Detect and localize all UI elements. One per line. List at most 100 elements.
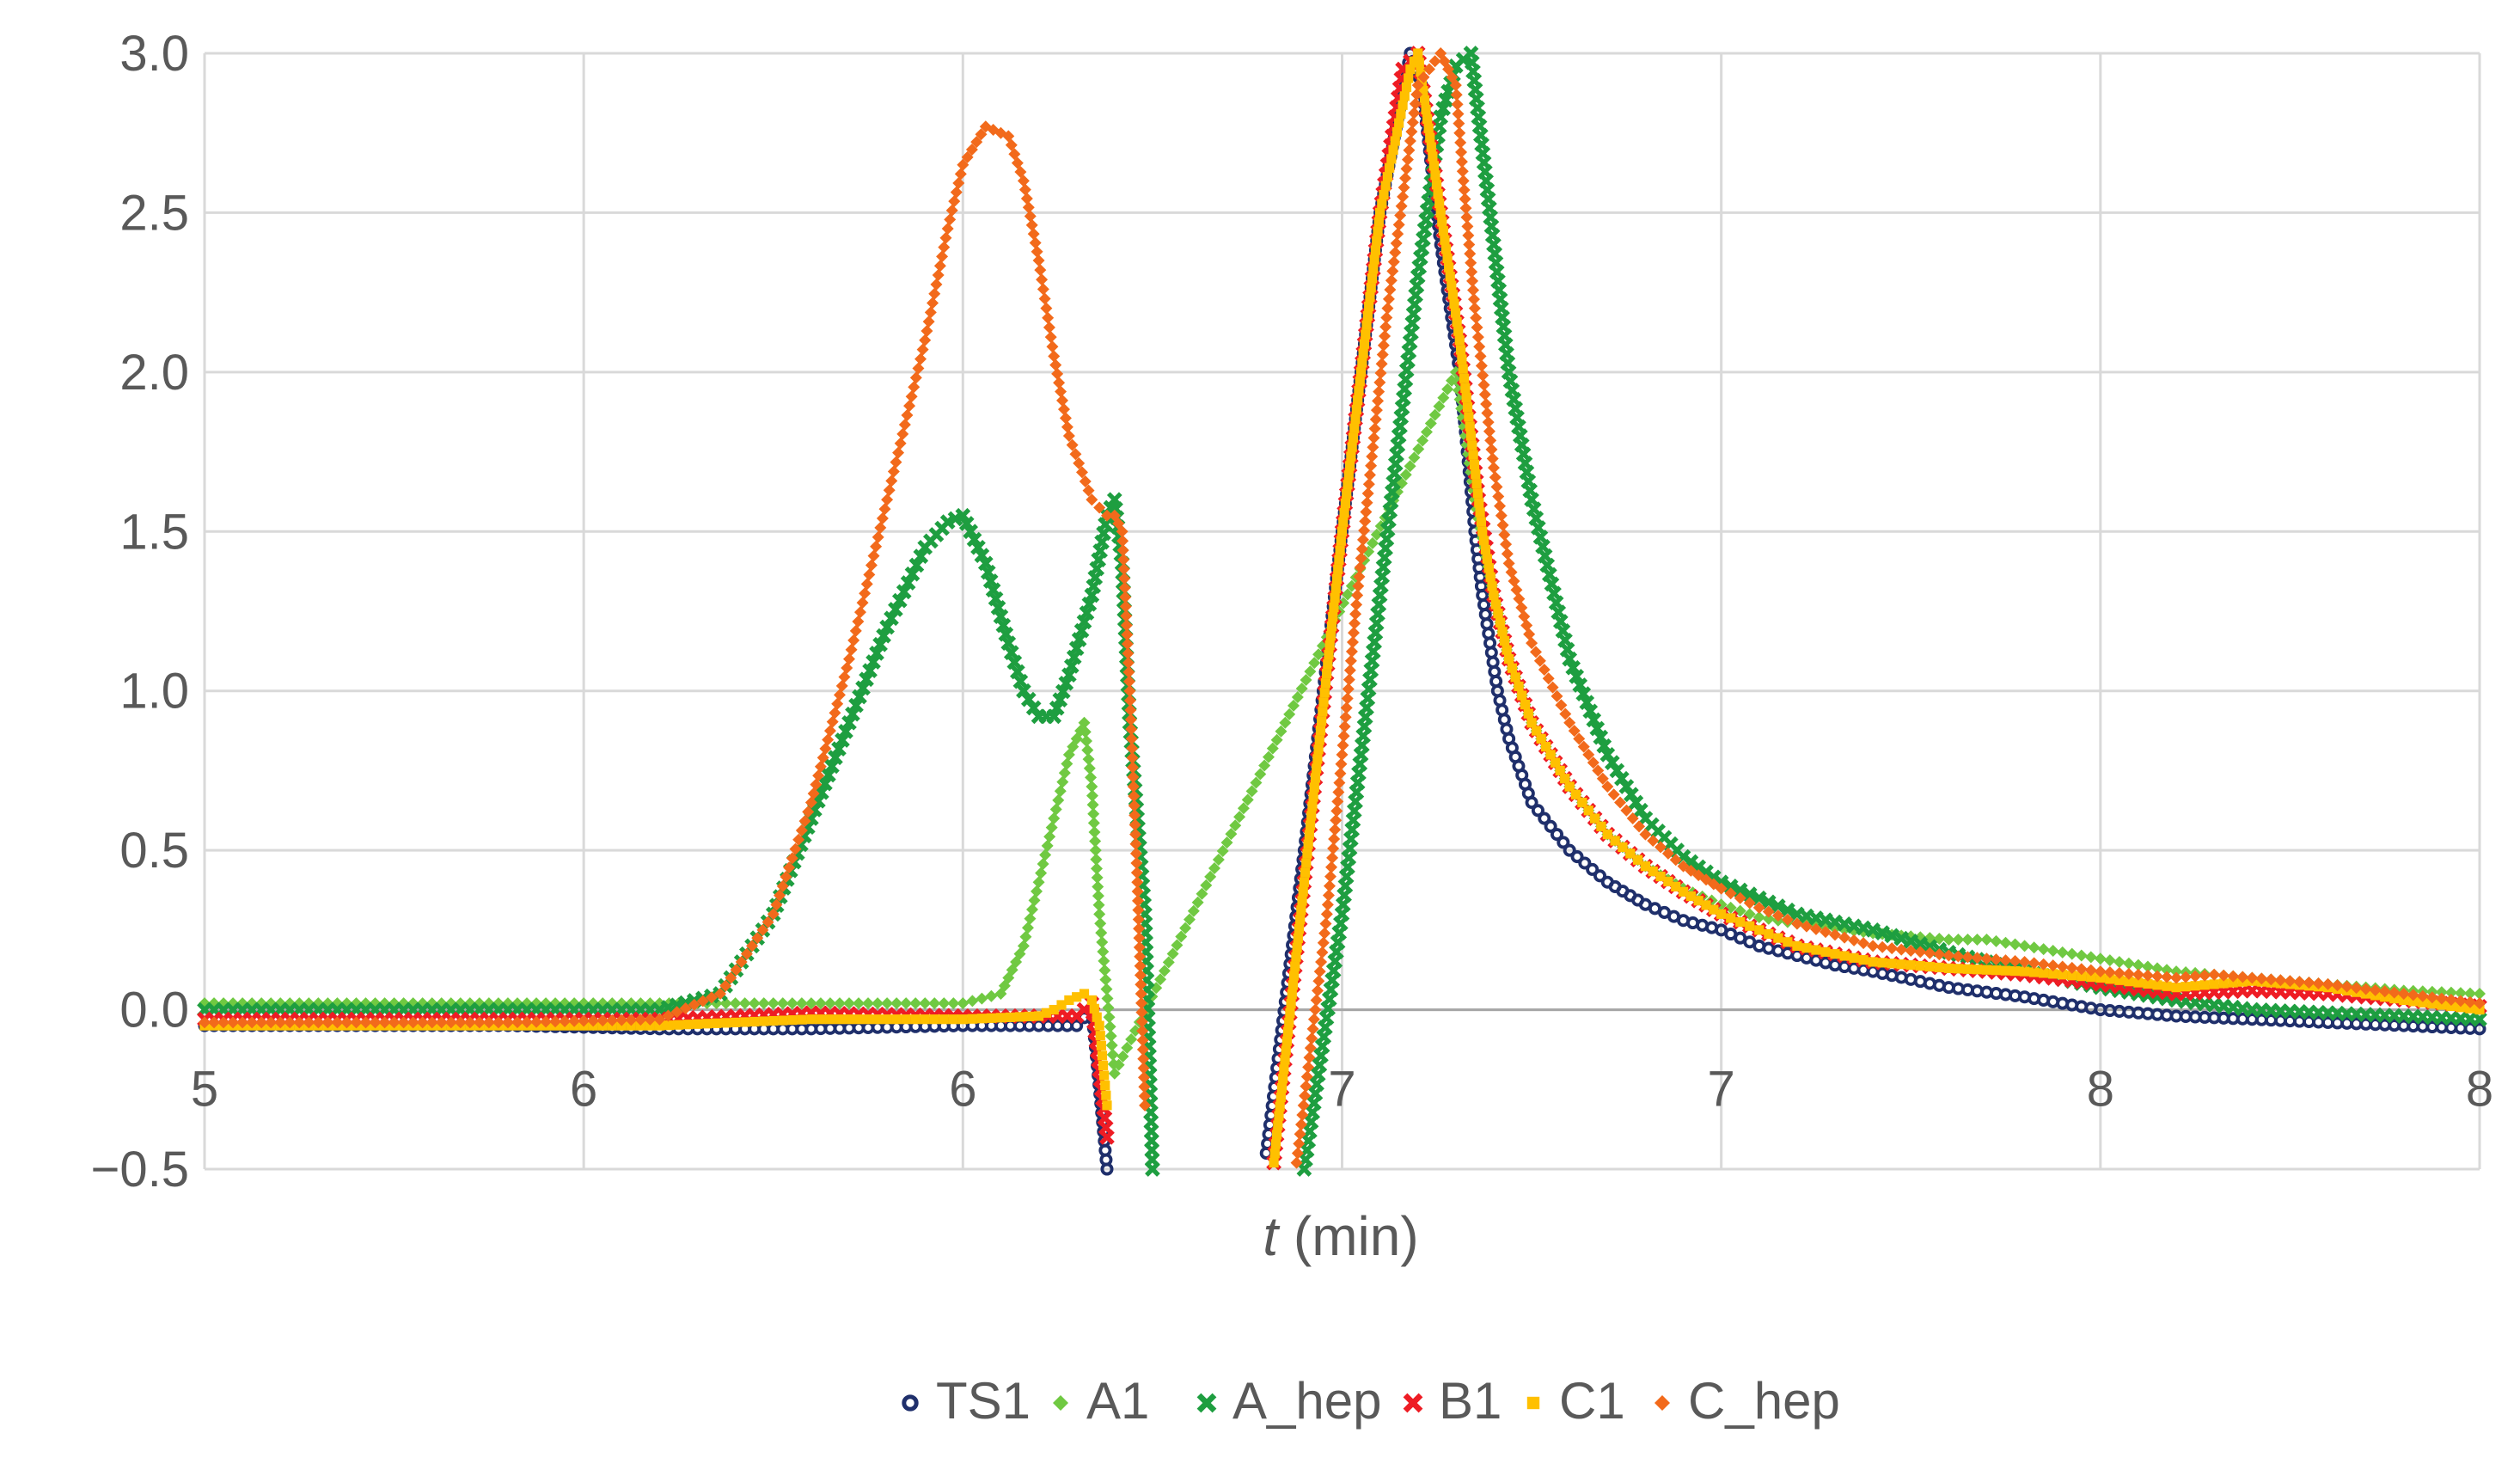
data-point xyxy=(463,1016,476,1029)
data-point xyxy=(1457,354,1467,364)
data-point xyxy=(369,1016,382,1029)
data-point xyxy=(473,1016,486,1029)
data-point xyxy=(1541,742,1551,752)
data-point xyxy=(1281,1045,1291,1056)
data-point xyxy=(767,997,780,1010)
data-point xyxy=(1440,244,1452,254)
data-point xyxy=(1764,928,1774,940)
data-point xyxy=(1295,915,1306,925)
data-point xyxy=(1053,377,1066,389)
data-point xyxy=(1416,67,1426,77)
data-point xyxy=(1090,853,1103,866)
data-point xyxy=(867,549,880,562)
data-point xyxy=(1544,819,1557,833)
y-tick-label: 1.0 xyxy=(119,664,189,720)
data-point xyxy=(2037,943,2050,956)
data-point xyxy=(2029,967,2040,977)
data-point xyxy=(1091,862,1104,875)
data-point xyxy=(265,1016,278,1029)
data-point xyxy=(2465,1003,2475,1014)
data-point xyxy=(1128,809,1141,822)
data-point xyxy=(1349,608,1362,621)
data-point xyxy=(1309,782,1319,793)
data-point xyxy=(1137,1062,1150,1075)
data-point xyxy=(1373,376,1386,389)
legend-marker xyxy=(1655,1395,1670,1411)
data-point xyxy=(1322,669,1332,679)
data-point xyxy=(1401,82,1412,93)
data-point xyxy=(1254,768,1267,781)
data-point xyxy=(2446,1001,2456,1011)
y-tick-label: 3.0 xyxy=(119,26,189,82)
data-point xyxy=(2378,985,2391,998)
data-point xyxy=(1648,867,1658,877)
data-point xyxy=(2397,988,2410,1001)
data-point xyxy=(1451,98,1464,111)
data-point xyxy=(2427,999,2437,1009)
data-point xyxy=(786,997,798,1010)
data-point xyxy=(1518,610,1531,623)
data-point xyxy=(1734,891,1746,904)
data-point xyxy=(957,997,969,1010)
data-point xyxy=(1809,922,1822,935)
data-point xyxy=(1196,887,1208,900)
data-point xyxy=(1359,339,1370,349)
data-point xyxy=(1510,584,1523,597)
data-point xyxy=(900,997,913,1010)
data-point xyxy=(2474,1004,2485,1015)
data-point xyxy=(501,1016,514,1029)
data-point xyxy=(1135,988,1147,1001)
data-point xyxy=(823,997,836,1010)
data-point xyxy=(1382,292,1395,305)
data-point xyxy=(853,997,865,1010)
data-point xyxy=(2094,952,2107,965)
data-point xyxy=(872,997,884,1010)
data-point xyxy=(1294,1128,1306,1141)
data-point xyxy=(1563,843,1576,857)
data-point xyxy=(1302,848,1312,859)
data-point xyxy=(2472,1011,2487,1027)
data-point xyxy=(826,715,839,728)
data-point xyxy=(1593,729,1609,745)
data-point xyxy=(2161,971,2174,983)
data-point xyxy=(731,1017,741,1028)
data-point xyxy=(1971,933,1984,946)
data-point xyxy=(2274,974,2287,987)
data-point xyxy=(1095,1031,1105,1041)
data-point xyxy=(1538,812,1551,825)
data-point xyxy=(859,671,874,688)
data-point xyxy=(855,680,871,696)
data-point xyxy=(1307,801,1318,812)
data-point xyxy=(1225,828,1238,841)
data-point xyxy=(787,1015,798,1026)
data-point xyxy=(1334,767,1347,780)
data-point xyxy=(908,557,925,573)
data-point xyxy=(1481,407,1494,420)
data-point xyxy=(1355,552,1367,565)
data-point xyxy=(952,176,965,189)
data-point xyxy=(1385,274,1398,287)
data-point xyxy=(795,997,808,1010)
legend-marker xyxy=(1403,1393,1423,1413)
data-point xyxy=(1122,647,1135,660)
data-point xyxy=(1086,789,1098,802)
data-point xyxy=(1398,181,1410,194)
data-point xyxy=(1685,891,1696,902)
data-point xyxy=(914,352,927,365)
data-point xyxy=(1590,813,1600,824)
data-point xyxy=(1433,400,1446,413)
data-point xyxy=(1399,469,1412,481)
data-point xyxy=(1428,408,1441,421)
legend-item-ts1: TS1 xyxy=(902,1372,1031,1430)
data-point xyxy=(1848,934,1861,946)
data-point xyxy=(1046,340,1059,353)
data-point xyxy=(1289,971,1300,981)
data-point xyxy=(2227,970,2240,983)
data-point xyxy=(804,796,817,809)
data-point xyxy=(1094,917,1107,930)
data-point xyxy=(1450,308,1461,318)
data-point xyxy=(831,697,844,710)
data-point xyxy=(812,769,825,782)
legend-marker xyxy=(1196,1393,1217,1413)
data-point xyxy=(1270,733,1283,746)
